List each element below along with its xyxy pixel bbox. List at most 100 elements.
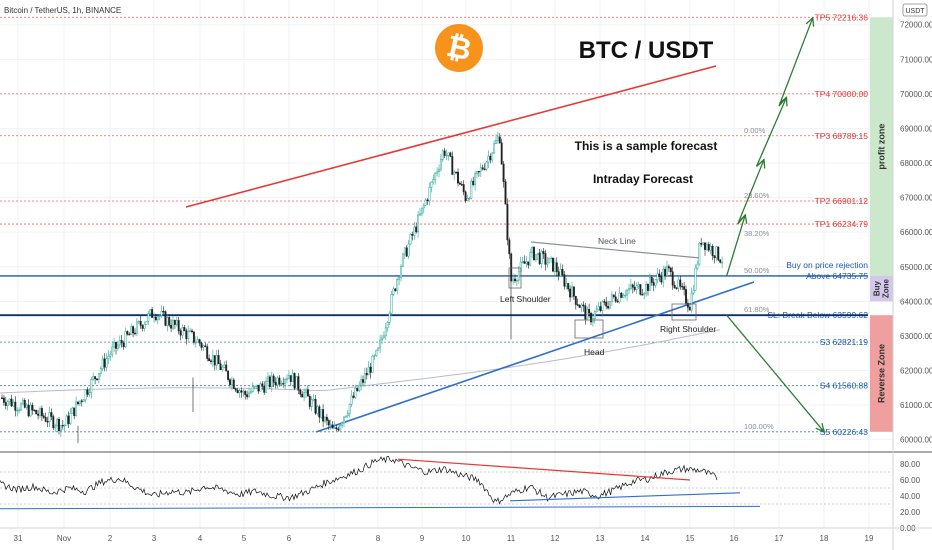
candle-body <box>548 257 551 264</box>
candle <box>343 416 345 428</box>
candle <box>696 260 699 271</box>
candle-body <box>335 427 338 430</box>
candle <box>327 418 330 431</box>
candle <box>132 325 135 338</box>
candle <box>690 287 693 313</box>
candle <box>438 164 440 178</box>
candle-body <box>496 136 499 141</box>
candle <box>126 330 129 336</box>
candle-body <box>21 399 24 405</box>
candle-body <box>628 288 630 291</box>
candle-body <box>99 368 102 374</box>
candle <box>569 285 572 303</box>
candle-body <box>574 296 577 305</box>
candle <box>628 283 630 295</box>
bitcoin-logo-icon: ₿ <box>435 24 483 72</box>
candle <box>303 388 306 402</box>
candle-body <box>660 276 663 283</box>
candle <box>69 407 72 426</box>
candle <box>683 282 686 296</box>
time-axis-tick: 19 <box>865 534 874 543</box>
candle-body <box>284 379 287 385</box>
candle-body <box>603 301 606 303</box>
zone-label: BuyZone <box>873 279 891 299</box>
candle <box>242 389 245 397</box>
candle-body <box>468 197 471 200</box>
forecast-segment <box>726 314 825 433</box>
candle-body <box>375 349 378 356</box>
candle <box>88 388 91 398</box>
candle <box>208 354 211 362</box>
candle-body <box>166 317 169 326</box>
candle <box>253 385 256 390</box>
candle <box>439 154 442 172</box>
candle <box>265 376 268 393</box>
candle-body <box>223 364 226 368</box>
candle-body <box>354 387 357 398</box>
candle-body <box>624 294 627 297</box>
candle-body <box>128 333 131 336</box>
candle <box>719 258 722 264</box>
candle-body <box>432 179 435 183</box>
forecast-segment <box>737 159 765 225</box>
price-axis-tick: 60000.00 <box>900 436 932 445</box>
candle-body <box>145 321 148 325</box>
candle-body <box>58 418 60 431</box>
candle-body <box>244 391 247 395</box>
candle-body <box>517 270 520 281</box>
candle <box>679 275 682 290</box>
candle-body <box>90 378 93 394</box>
candle <box>601 300 604 317</box>
candle <box>593 310 596 324</box>
candle <box>360 375 363 391</box>
level-label: S5 60226.43 <box>820 427 868 437</box>
candle <box>493 140 496 155</box>
candle <box>211 349 214 368</box>
candle-body <box>42 415 45 418</box>
candle <box>449 151 452 158</box>
candle-body <box>339 424 342 431</box>
candle <box>588 303 591 318</box>
candle <box>261 381 264 390</box>
candle-body <box>686 302 689 308</box>
candle <box>584 302 587 325</box>
candle-body <box>616 300 619 303</box>
candle-body <box>563 274 566 287</box>
candle <box>419 208 421 217</box>
candle <box>284 377 287 390</box>
candle-body <box>561 269 564 276</box>
candle-body <box>626 289 629 296</box>
candle <box>386 321 389 332</box>
candle <box>189 328 192 332</box>
candle <box>424 198 427 207</box>
candle <box>362 375 364 386</box>
candle <box>297 372 300 394</box>
candle-body <box>278 377 281 385</box>
candle <box>352 392 355 399</box>
forecast-segment <box>755 97 788 167</box>
candle-body <box>458 182 461 185</box>
candle <box>546 257 549 268</box>
price-axis-tick: 67000.00 <box>900 194 932 203</box>
candle-body <box>569 288 572 298</box>
candle <box>308 394 311 410</box>
candle <box>434 171 437 185</box>
candle-body <box>470 180 473 199</box>
candle <box>56 417 59 432</box>
price-axis-tick: 63000.00 <box>900 332 932 341</box>
candle-body <box>122 342 125 348</box>
candle-body <box>139 320 142 326</box>
candle <box>398 276 401 286</box>
candle-body <box>18 409 21 412</box>
rsi-axis-tick: 20.00 <box>900 508 921 517</box>
candle <box>671 266 674 290</box>
candle-body <box>227 370 230 380</box>
candle-body <box>612 294 615 298</box>
candle <box>521 256 524 264</box>
candle <box>647 283 649 296</box>
candle <box>407 239 410 259</box>
candle <box>578 304 581 308</box>
candle <box>312 393 315 402</box>
candle-body <box>360 379 363 386</box>
